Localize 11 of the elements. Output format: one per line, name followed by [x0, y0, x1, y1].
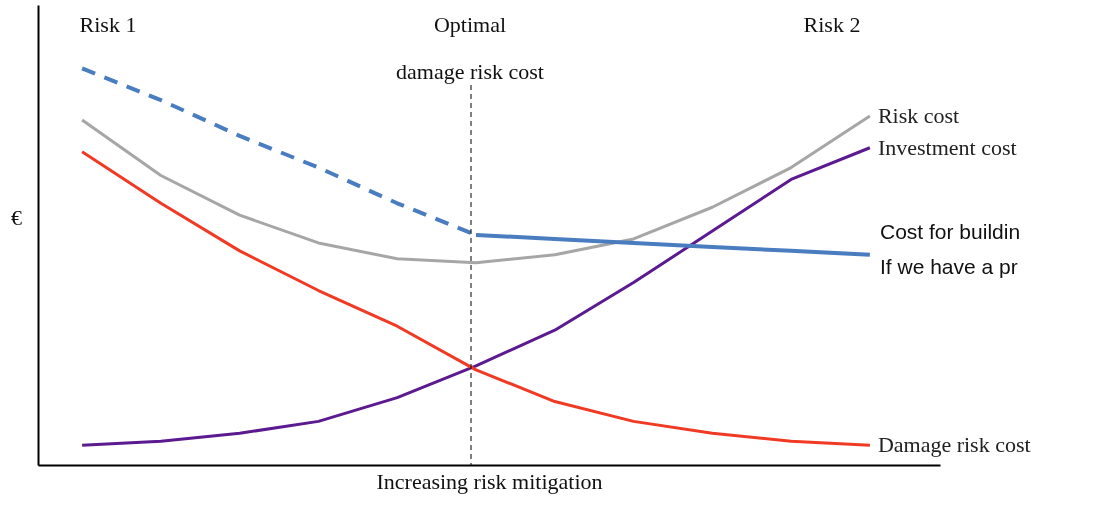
x-axis-title: Increasing risk mitigation — [376, 468, 603, 494]
annotation: If we have a pr — [880, 255, 1018, 278]
series-label: Investment cost — [877, 134, 1017, 160]
series-label: Risk cost — [877, 103, 960, 129]
text: Risk 1 — [79, 12, 137, 37]
text: Risk 2 — [803, 12, 861, 37]
text: Optimal — [433, 12, 507, 37]
annotation: damage risk cost — [396, 59, 544, 84]
annotation: Cost for buildin — [880, 220, 1021, 243]
y-axis-title: € — [11, 204, 22, 230]
series-label: Damage risk cost — [877, 432, 1031, 458]
